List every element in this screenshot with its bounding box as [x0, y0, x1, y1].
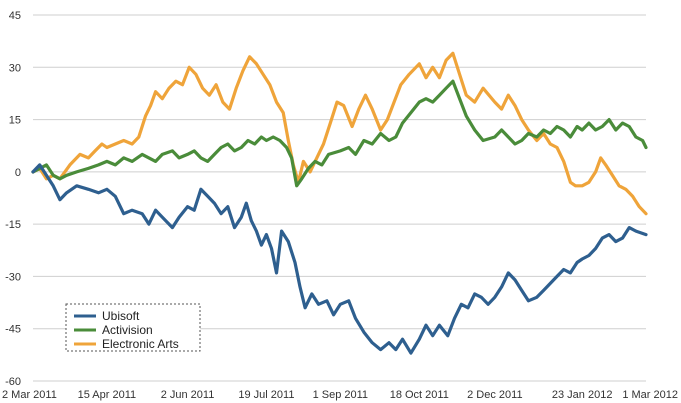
- x-tick-label: 23 Jan 2012: [552, 389, 613, 401]
- y-tick-label: -45: [5, 324, 21, 336]
- y-tick-label: 45: [9, 10, 21, 22]
- x-tick-label: 18 Oct 2011: [390, 389, 449, 401]
- y-axis-ticks: 45 30 15 0 -15 -30 -45 -60: [5, 10, 21, 388]
- y-tick-label: -15: [5, 219, 21, 231]
- y-tick-label: 15: [9, 115, 21, 127]
- series-line-ubisoft: [31, 163, 648, 355]
- legend-label-activision: Activision: [102, 323, 153, 337]
- legend: Ubisoft Activision Electronic Arts: [65, 303, 201, 352]
- y-tick-label: -30: [5, 271, 21, 283]
- y-tick-label: -60: [5, 376, 21, 388]
- y-tick-label: 0: [15, 167, 21, 179]
- legend-label-ubisoft: Ubisoft: [102, 309, 140, 323]
- x-tick-label: 2 Jun 2011: [161, 389, 215, 401]
- x-axis-ticks: 2 Mar 2011 15 Apr 2011 2 Jun 2011 19 Jul 20…: [2, 389, 678, 401]
- legend-label-electronic-arts: Electronic Arts: [102, 337, 179, 351]
- x-tick-label: 2 Dec 2011: [467, 389, 522, 401]
- x-tick-label: 1 Mar 2012: [622, 389, 678, 401]
- x-tick-label: 15 Apr 2011: [78, 389, 137, 401]
- y-tick-label: 30: [9, 62, 21, 74]
- x-tick-label: 2 Mar 2011: [2, 389, 57, 401]
- x-tick-label: 19 Jul 2011: [238, 389, 294, 401]
- series-line-activision: [31, 79, 648, 188]
- x-tick-label: 1 Sep 2011: [313, 389, 368, 401]
- series-lines: [31, 51, 648, 355]
- series-line-electronic-arts: [31, 51, 648, 216]
